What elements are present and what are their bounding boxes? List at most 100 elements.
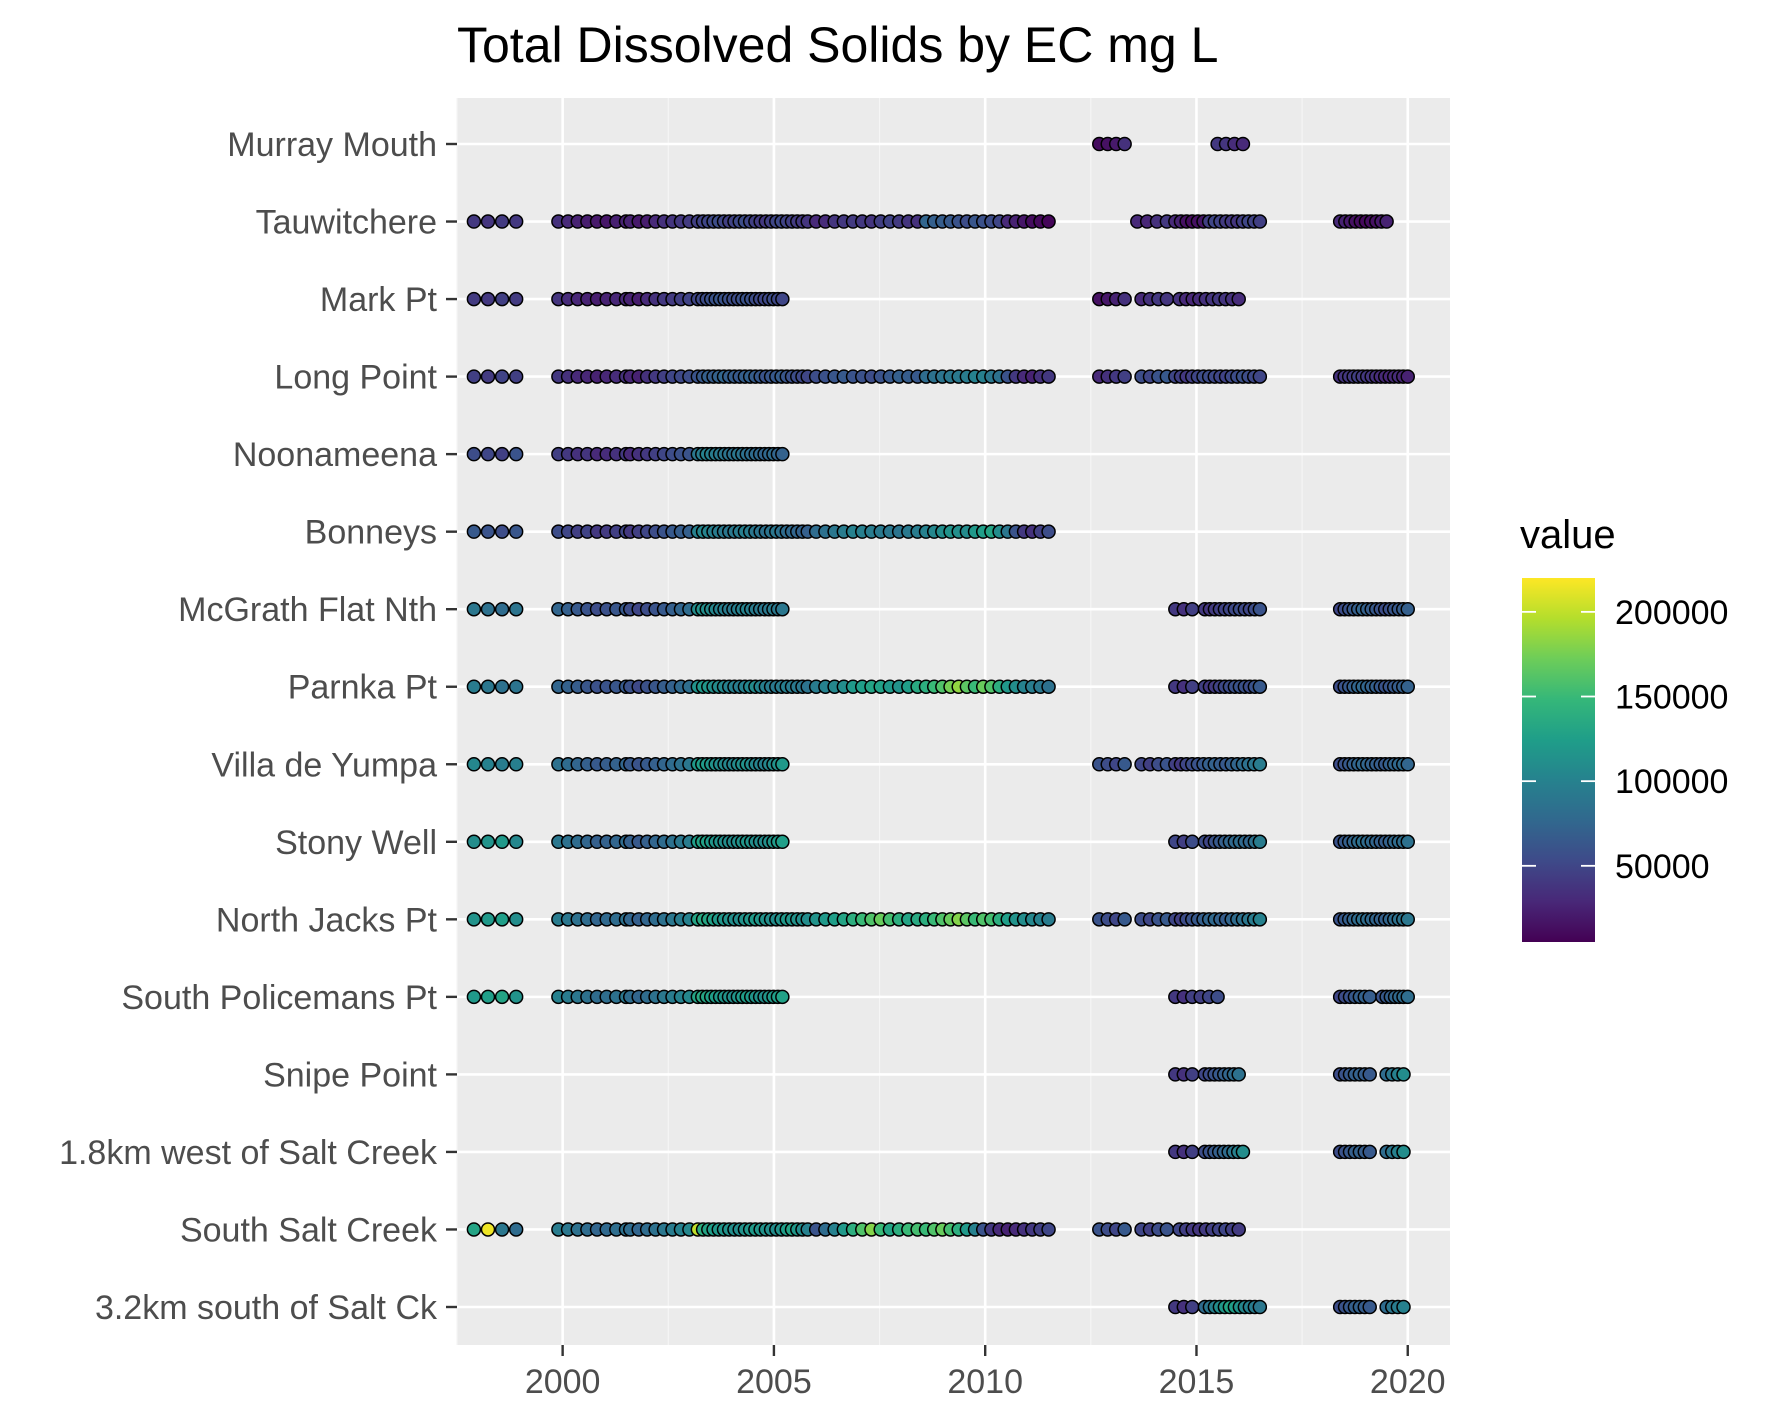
data-point bbox=[466, 446, 482, 462]
legend-ticks: 50000 100000 150000 200000 bbox=[1522, 594, 1728, 886]
data-point bbox=[480, 446, 496, 462]
data-point bbox=[1117, 912, 1132, 927]
data-point bbox=[1117, 369, 1132, 384]
data-point bbox=[1117, 757, 1132, 772]
data-point bbox=[494, 757, 510, 772]
data-point bbox=[466, 834, 482, 850]
data-point bbox=[775, 989, 790, 1005]
data-point bbox=[480, 369, 496, 384]
y-tick-label: Long Point bbox=[274, 359, 437, 397]
y-tick-label: Parnka Pt bbox=[288, 669, 438, 707]
data-point bbox=[466, 369, 482, 384]
data-point bbox=[494, 291, 510, 307]
data-point bbox=[1041, 679, 1056, 694]
data-point bbox=[480, 524, 496, 539]
legend-tick-label: 200000 bbox=[1615, 594, 1728, 632]
data-point bbox=[508, 989, 524, 1005]
data-point bbox=[775, 291, 790, 307]
data-point bbox=[480, 1222, 496, 1237]
x-tick-label: 2015 bbox=[1159, 1363, 1235, 1401]
data-point bbox=[775, 757, 790, 772]
data-point bbox=[1210, 989, 1225, 1005]
data-point bbox=[466, 524, 482, 539]
x-tick-label: 2010 bbox=[947, 1363, 1023, 1401]
data-point bbox=[508, 524, 524, 539]
data-point bbox=[508, 679, 524, 694]
legend-tick-label: 150000 bbox=[1615, 679, 1728, 717]
data-point bbox=[1252, 834, 1268, 850]
data-point bbox=[1117, 136, 1132, 152]
y-tick-label: Noonameena bbox=[233, 436, 437, 474]
data-point bbox=[1184, 1144, 1200, 1160]
data-point bbox=[1184, 1067, 1200, 1082]
y-tick-label: South Policemans Pt bbox=[121, 979, 437, 1017]
y-tick-label: Murray Mouth bbox=[227, 126, 437, 164]
data-point bbox=[508, 757, 524, 772]
data-point bbox=[494, 369, 510, 384]
data-point bbox=[1362, 1299, 1377, 1315]
data-point bbox=[775, 834, 790, 850]
y-tick-label: Snipe Point bbox=[263, 1056, 437, 1094]
data-point bbox=[1184, 679, 1200, 694]
data-point bbox=[1379, 214, 1394, 229]
y-tick-label: McGrath Flat Nth bbox=[178, 591, 437, 629]
y-tick-label: 3.2km south of Salt Ck bbox=[95, 1289, 438, 1327]
y-tick-label: Bonneys bbox=[305, 514, 437, 552]
data-point bbox=[466, 601, 482, 617]
data-point bbox=[494, 989, 510, 1005]
data-point bbox=[775, 601, 790, 617]
data-point bbox=[1252, 369, 1268, 384]
data-point bbox=[494, 446, 510, 462]
data-point bbox=[775, 446, 790, 462]
data-point bbox=[1184, 834, 1200, 850]
data-point bbox=[494, 524, 510, 539]
data-point bbox=[1396, 1299, 1411, 1315]
data-point bbox=[1252, 1299, 1268, 1315]
data-point bbox=[1396, 1067, 1411, 1082]
data-points bbox=[466, 136, 1415, 1315]
y-tick-label: Villa de Yumpa bbox=[211, 746, 437, 784]
data-point bbox=[1400, 679, 1415, 694]
y-axis: Murray Mouth Tauwitchere Mark Pt Long Point… bbox=[59, 126, 457, 1327]
data-point bbox=[1235, 1144, 1251, 1160]
data-point bbox=[466, 214, 482, 229]
y-tick-label: 1.8km west of Salt Creek bbox=[59, 1134, 438, 1172]
data-point bbox=[480, 757, 496, 772]
data-point bbox=[1159, 1222, 1175, 1237]
data-point bbox=[1235, 136, 1251, 152]
data-point bbox=[466, 757, 482, 772]
data-point bbox=[466, 1222, 482, 1237]
y-tick-label: Mark Pt bbox=[320, 281, 438, 319]
data-point bbox=[1396, 1144, 1411, 1160]
data-point bbox=[1252, 679, 1268, 694]
data-point bbox=[1184, 1299, 1200, 1315]
data-point bbox=[466, 912, 482, 927]
data-point bbox=[1231, 291, 1246, 307]
legend-title: value bbox=[1520, 513, 1616, 557]
data-point bbox=[1400, 601, 1415, 617]
data-point bbox=[508, 291, 524, 307]
data-point bbox=[1041, 214, 1056, 229]
data-point bbox=[494, 214, 510, 229]
data-point bbox=[508, 369, 524, 384]
data-point bbox=[480, 679, 496, 694]
data-point bbox=[508, 601, 524, 617]
data-point bbox=[466, 291, 482, 307]
data-point bbox=[508, 214, 524, 229]
data-point bbox=[1400, 757, 1415, 772]
data-point bbox=[1400, 912, 1415, 927]
y-tick-label: Tauwitchere bbox=[256, 204, 437, 242]
data-point bbox=[494, 1222, 510, 1237]
data-point bbox=[1362, 1144, 1377, 1160]
legend-tick-label: 100000 bbox=[1615, 763, 1728, 801]
data-point bbox=[1041, 369, 1056, 384]
data-point bbox=[508, 446, 524, 462]
y-tick-label: Stony Well bbox=[275, 824, 437, 862]
data-point bbox=[480, 214, 496, 229]
legend-tick-label: 50000 bbox=[1615, 848, 1710, 886]
legend-colorbar bbox=[1522, 578, 1595, 942]
data-point bbox=[508, 834, 524, 850]
data-point bbox=[466, 989, 482, 1005]
data-point bbox=[1252, 757, 1268, 772]
data-point bbox=[1400, 989, 1415, 1005]
